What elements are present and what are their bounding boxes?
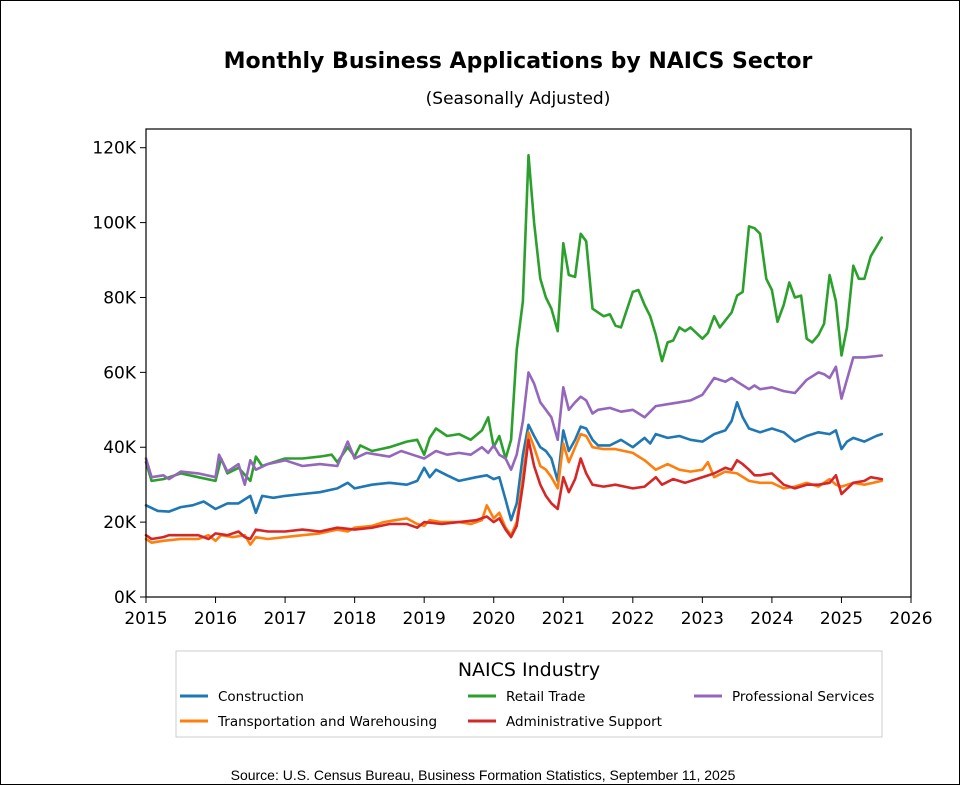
x-axis: 2015 2016 2017 2018 2019 2020 2021 2022 2023 2024… xyxy=(124,597,933,629)
x-tick-label: 2019 xyxy=(403,609,446,629)
legend-label: Transportation and Warehousing xyxy=(217,714,437,730)
y-tick-label: 100K xyxy=(92,214,136,234)
plot-area xyxy=(145,128,912,598)
x-tick-label: 2017 xyxy=(263,609,306,629)
legend-box xyxy=(175,650,883,738)
x-tick-label: 2020 xyxy=(472,609,515,629)
x-tick-label: 2023 xyxy=(681,609,724,629)
x-tick-label: 2016 xyxy=(194,609,237,629)
series-line-professional-services xyxy=(144,354,884,486)
y-tick-label: 0K xyxy=(114,588,137,608)
legend-title: NAICS Industry xyxy=(458,659,600,681)
legend-item: Transportation and Warehousing xyxy=(180,714,437,730)
x-tick-label: 2026 xyxy=(889,609,932,629)
series-line-retail-trade xyxy=(144,153,884,483)
x-tick-label: 2024 xyxy=(750,609,793,629)
legend-items: Construction Transportation and Warehousi… xyxy=(180,689,874,730)
x-tick-label: 2022 xyxy=(611,609,654,629)
legend-item: Construction xyxy=(180,689,304,705)
y-tick-label: 20K xyxy=(103,513,137,533)
x-tick-label: 2025 xyxy=(820,609,863,629)
y-axis: 0K 20K 40K 60K 80K 100K 120K xyxy=(92,139,146,608)
legend-item: Professional Services xyxy=(694,689,874,705)
legend-label: Professional Services xyxy=(732,689,874,705)
y-tick-label: 60K xyxy=(103,363,137,383)
source-note: Source: U.S. Census Bureau, Business For… xyxy=(231,767,736,783)
y-tick-label: 80K xyxy=(103,288,137,308)
x-tick-label: 2021 xyxy=(542,609,585,629)
x-tick-label: 2018 xyxy=(333,609,376,629)
series-line-construction xyxy=(144,401,884,522)
chart-title: Monthly Business Applications by NAICS S… xyxy=(224,49,813,74)
legend: NAICS Industry Construction Transportatio… xyxy=(175,650,883,738)
y-tick-label: 120K xyxy=(92,139,136,159)
legend-label: Construction xyxy=(218,689,304,705)
legend-label: Retail Trade xyxy=(506,689,585,705)
legend-item: Administrative Support xyxy=(468,714,662,730)
y-tick-label: 40K xyxy=(103,438,137,458)
series-layer xyxy=(144,153,884,546)
series-line-administrative-support xyxy=(144,438,884,541)
legend-item: Retail Trade xyxy=(468,689,585,705)
chart-subtitle: (Seasonally Adjusted) xyxy=(426,89,611,109)
legend-label: Administrative Support xyxy=(506,714,662,730)
x-tick-label: 2015 xyxy=(124,609,167,629)
series-line-transportation-and-warehousing xyxy=(144,431,884,546)
